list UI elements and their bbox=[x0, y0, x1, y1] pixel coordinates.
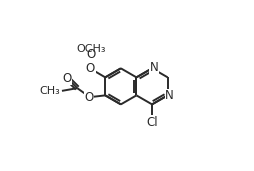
Text: O: O bbox=[62, 72, 71, 85]
Text: O: O bbox=[85, 62, 94, 75]
Text: O: O bbox=[86, 48, 95, 61]
Text: O: O bbox=[85, 62, 94, 75]
Text: N: N bbox=[165, 89, 174, 102]
Text: CH₃: CH₃ bbox=[40, 86, 60, 96]
Text: OCH₃: OCH₃ bbox=[76, 44, 105, 54]
Text: N: N bbox=[150, 61, 158, 74]
Text: Cl: Cl bbox=[146, 116, 158, 129]
Text: O: O bbox=[86, 62, 95, 75]
Text: O: O bbox=[85, 91, 94, 104]
Text: O: O bbox=[86, 62, 95, 75]
